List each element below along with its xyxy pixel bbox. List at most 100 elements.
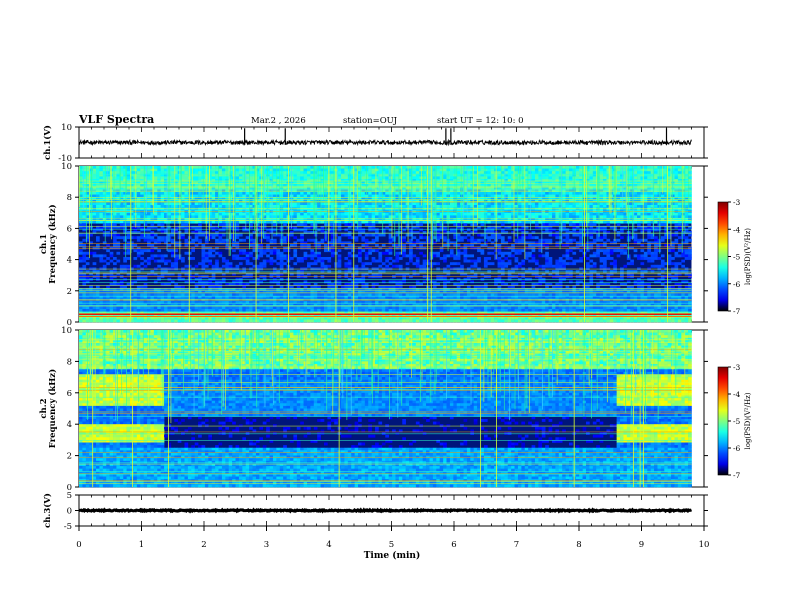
spectrogram-cell [685, 241, 689, 244]
spectrogram-cell [402, 205, 406, 208]
spectrogram-cell [283, 223, 287, 226]
spectrogram-cell [613, 241, 617, 244]
spectrogram-cell [566, 234, 570, 237]
spectrogram-cell [545, 192, 549, 195]
spectrogram-cell [457, 187, 461, 190]
spectrogram-cell [184, 241, 188, 244]
spectrogram-cell [498, 202, 502, 205]
spectrogram-cell [484, 236, 488, 239]
spectrogram-cell [256, 187, 260, 190]
spectrogram-cell [481, 205, 485, 208]
spectrogram-cell [236, 187, 240, 190]
spectrogram-cell [416, 176, 420, 179]
spectrogram-cell [290, 234, 294, 237]
spectrogram-cell [96, 195, 100, 198]
spectrogram-cell [436, 205, 440, 208]
spectrogram-cell [96, 202, 100, 205]
spectrogram-cell [361, 221, 365, 224]
spectrogram-cell [678, 213, 682, 216]
spectrogram-cell [307, 195, 311, 198]
spectrogram-cell [555, 176, 559, 179]
spectrogram-cell [236, 234, 240, 237]
spectrogram-cell [406, 182, 410, 185]
spectrogram-cell [344, 182, 348, 185]
spectrogram-cell [351, 236, 355, 239]
spectrogram-cell [157, 236, 161, 239]
spectrogram-cell [358, 221, 362, 224]
spectrogram-cell [137, 223, 141, 226]
spectrogram-cell [361, 171, 365, 174]
spectrogram-cell [423, 195, 427, 198]
spectrogram-cell [99, 187, 103, 190]
spectrogram-cell [457, 192, 461, 195]
spectrogram-cell [528, 205, 532, 208]
spectrogram-cell [184, 182, 188, 185]
spectrogram-cell [406, 192, 410, 195]
spectrogram-cell [304, 202, 308, 205]
spectrogram-cell [474, 166, 478, 169]
spectrogram-cell [654, 221, 658, 224]
spectrogram-cell [321, 221, 325, 224]
spectrogram-cell [259, 215, 263, 218]
spectrogram-cell [304, 223, 308, 226]
spectrogram-cell [637, 171, 641, 174]
spectrogram-cell [402, 179, 406, 182]
spectrogram-cell [219, 223, 223, 226]
spectrogram-cell [198, 192, 202, 195]
spectrogram-cell [688, 215, 692, 218]
spectrogram-cell [634, 187, 638, 190]
spectrogram-cell [467, 239, 471, 242]
spectrogram-cell [300, 234, 304, 237]
spectrogram-cell [133, 179, 137, 182]
spectrogram-cell [481, 234, 485, 237]
spectrogram-cell [273, 192, 277, 195]
spectrogram-cell [610, 221, 614, 224]
spectrogram-cell [617, 215, 621, 218]
spectrogram-cell [304, 205, 308, 208]
y-axis-label: ch.1(V) [42, 125, 53, 160]
spectrogram-cell [106, 187, 110, 190]
spectrogram-cell [535, 171, 539, 174]
spectrogram-cell [96, 236, 100, 239]
spectrogram-cell [171, 215, 175, 218]
spectrogram-cell [589, 187, 593, 190]
spectrogram-cell [436, 215, 440, 218]
spectrogram-cell [406, 213, 410, 216]
spectrogram-cell [191, 202, 195, 205]
spectrogram-cell [96, 184, 100, 187]
spectrogram-cell [184, 223, 188, 226]
spectrogram-cell [82, 171, 86, 174]
spectrogram-cell [576, 184, 580, 187]
spectrogram-cell [140, 184, 144, 187]
spectrogram-cell [297, 202, 301, 205]
spectrogram-cell [443, 202, 447, 205]
spectrogram-cell [256, 213, 260, 216]
spectrogram-cell [562, 234, 566, 237]
spectrogram-cell [532, 171, 536, 174]
spectrogram-cell [344, 241, 348, 244]
spectrogram-cell [205, 221, 209, 224]
spectrogram-cell [293, 213, 297, 216]
spectrogram-cell [647, 179, 651, 182]
spectrogram-cell [545, 182, 549, 185]
spectrogram-cell [634, 195, 638, 198]
spectrogram-cell [116, 234, 120, 237]
spectrogram-cell [314, 239, 318, 242]
spectrogram-cell [113, 241, 117, 244]
spectrogram-cell [212, 213, 216, 216]
spectrogram-cell [378, 215, 382, 218]
spectrogram-cell [113, 213, 117, 216]
spectrogram-cell [671, 215, 675, 218]
spectrogram-cell [593, 166, 597, 169]
spectrogram-cell [436, 202, 440, 205]
spectrogram-cell [378, 179, 382, 182]
spectrogram-cell [191, 182, 195, 185]
spectrogram-cell [487, 213, 491, 216]
spectrogram-cell [610, 241, 614, 244]
spectrogram-cell [535, 215, 539, 218]
spectrogram-cell [498, 215, 502, 218]
spectrogram-cell [576, 241, 580, 244]
spectrogram-cell [147, 239, 151, 242]
spectrogram-cell [532, 241, 536, 244]
spectrogram-cell [501, 239, 505, 242]
